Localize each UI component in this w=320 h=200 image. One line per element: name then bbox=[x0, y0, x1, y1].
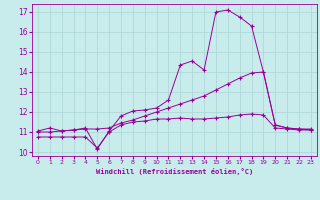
X-axis label: Windchill (Refroidissement éolien,°C): Windchill (Refroidissement éolien,°C) bbox=[96, 168, 253, 175]
